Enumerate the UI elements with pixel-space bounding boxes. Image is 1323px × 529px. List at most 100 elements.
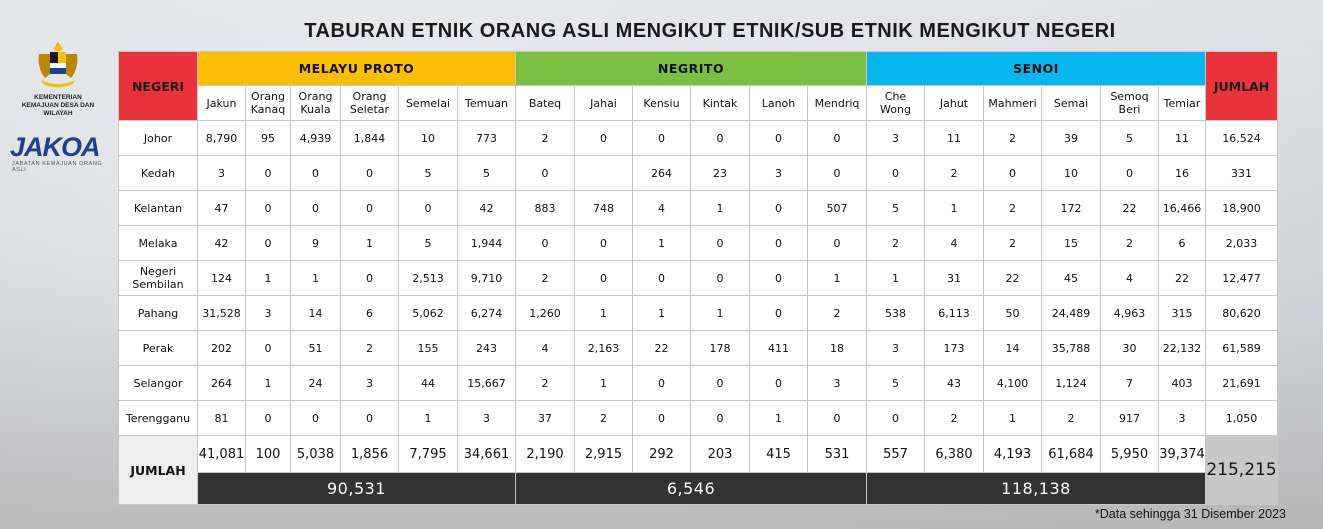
value-cell: 22: [1158, 260, 1206, 296]
column-header-text: Bateq: [528, 96, 562, 110]
value-cell: 0: [515, 155, 575, 191]
column-header: Orang Kanaq: [245, 85, 291, 121]
value-cell: 11: [1158, 120, 1206, 156]
column-header-text: Wong: [880, 103, 911, 116]
value-cell: 1: [983, 400, 1042, 436]
value-cell: 0: [749, 120, 808, 156]
value-cell: 0: [866, 400, 925, 436]
value-cell: 0: [574, 225, 633, 261]
value-cell: 22: [983, 260, 1042, 296]
group-header-melayu-proto: MELAYU PROTO: [197, 51, 516, 86]
value-cell: 16: [1158, 155, 1206, 191]
table-row: Pahang 31,528 3 14 6 5,062 6,274 1,260 1 1 1 0 2 538 6…: [118, 295, 1278, 331]
value-cell: 0: [749, 225, 808, 261]
value-cell: 1: [632, 295, 691, 331]
column-total-cell: 100: [245, 435, 291, 473]
value-cell: 9: [290, 225, 341, 261]
value-cell: 0: [807, 225, 867, 261]
totals-row: JUMLAH 41,081 100 5,038 1,856 7,795 34,661 2,19…: [118, 435, 1278, 505]
negeri-header: NEGERI: [118, 51, 198, 121]
value-cell: 0: [574, 260, 633, 296]
value-cell: 403: [1158, 365, 1206, 401]
value-cell: 81: [197, 400, 246, 436]
column-header: Bateq: [515, 85, 575, 121]
value-cell: 39: [1041, 120, 1101, 156]
value-cell: 0: [632, 365, 691, 401]
state-name: Negeri: [139, 265, 177, 278]
column-total-cell: 557: [866, 435, 925, 473]
value-cell: 1: [245, 365, 291, 401]
data-footnote: *Data sehingga 31 Disember 2023: [1094, 507, 1286, 521]
column-header: Che Wong: [866, 85, 925, 121]
value-cell: 1: [924, 190, 984, 226]
column-header-text: Semoq: [1110, 90, 1149, 103]
value-cell: 1,944: [457, 225, 516, 261]
value-cell: 2: [807, 295, 867, 331]
column-header-text: Jahut: [939, 96, 969, 110]
value-cell: 50: [983, 295, 1042, 331]
table-row: Johor 8,790 95 4,939 1,844 10 773 2 0 0 0 0 0 3 11 2 39 5…: [118, 120, 1278, 156]
value-cell: 0: [983, 155, 1042, 191]
value-cell: 4: [1100, 260, 1159, 296]
value-cell: 124: [197, 260, 246, 296]
state-name-cell: Pahang: [118, 295, 198, 331]
row-total-cell: 12,477: [1205, 260, 1278, 296]
state-name: Kelantan: [133, 201, 183, 215]
state-name: Kedah: [140, 166, 176, 180]
value-cell: 3: [866, 120, 925, 156]
value-cell: 8,790: [197, 120, 246, 156]
value-cell: 31,528: [197, 295, 246, 331]
value-cell: 35,788: [1041, 330, 1101, 366]
value-cell: 3: [1158, 400, 1206, 436]
state-name: Perak: [142, 341, 174, 355]
value-cell: 264: [632, 155, 691, 191]
row-total-cell: 18,900: [1205, 190, 1278, 226]
value-cell: 6: [340, 295, 399, 331]
value-cell: 24,489: [1041, 295, 1101, 331]
column-header-text: Kanaq: [250, 103, 286, 116]
value-cell: 14: [983, 330, 1042, 366]
row-total-cell: 80,620: [1205, 295, 1278, 331]
value-cell: 3: [197, 155, 246, 191]
value-cell: 2: [515, 365, 575, 401]
column-total-cell: 5,950: [1100, 435, 1159, 473]
column-header: Temiar: [1158, 85, 1206, 121]
value-cell: 0: [245, 330, 291, 366]
value-cell: 6: [1158, 225, 1206, 261]
column-header-text: Orang: [298, 90, 333, 103]
value-cell: 1: [690, 295, 750, 331]
value-cell: 43: [924, 365, 984, 401]
column-header: Semoq Beri: [1100, 85, 1159, 121]
row-total-cell: 21,691: [1205, 365, 1278, 401]
jakoa-logo: JAKOA: [10, 132, 101, 162]
column-total-cell: 4,193: [983, 435, 1042, 473]
ministry-name-line2: KEMAJUAN DESA DAN WILAYAH: [21, 102, 95, 117]
value-cell: 1: [340, 225, 399, 261]
value-cell: 538: [866, 295, 925, 331]
value-cell: 0: [290, 400, 341, 436]
value-cell: 0: [690, 225, 750, 261]
value-cell: 1,844: [340, 120, 399, 156]
value-cell: 173: [924, 330, 984, 366]
state-name-cell: Terengganu: [118, 400, 198, 436]
state-name: Sembilan: [132, 278, 184, 291]
column-header: Orang Seletar: [340, 85, 399, 121]
value-cell: 4: [515, 330, 575, 366]
column-header: Jakun: [197, 85, 246, 121]
value-cell: 2: [574, 400, 633, 436]
value-cell: 2: [866, 225, 925, 261]
value-cell: 2: [924, 155, 984, 191]
column-header: Semelai: [398, 85, 458, 121]
value-cell: 31: [924, 260, 984, 296]
value-cell: 3: [866, 330, 925, 366]
ministry-name-line1: KEMENTERIAN: [34, 94, 82, 101]
value-cell: 2: [924, 400, 984, 436]
value-cell: 15: [1041, 225, 1101, 261]
column-total-cell: 34,661: [457, 435, 516, 473]
value-cell: 1: [632, 225, 691, 261]
value-cell: 51: [290, 330, 341, 366]
value-cell: 0: [866, 155, 925, 191]
value-cell: 2,163: [574, 330, 633, 366]
value-cell: 3: [245, 295, 291, 331]
value-cell: 0: [749, 190, 808, 226]
